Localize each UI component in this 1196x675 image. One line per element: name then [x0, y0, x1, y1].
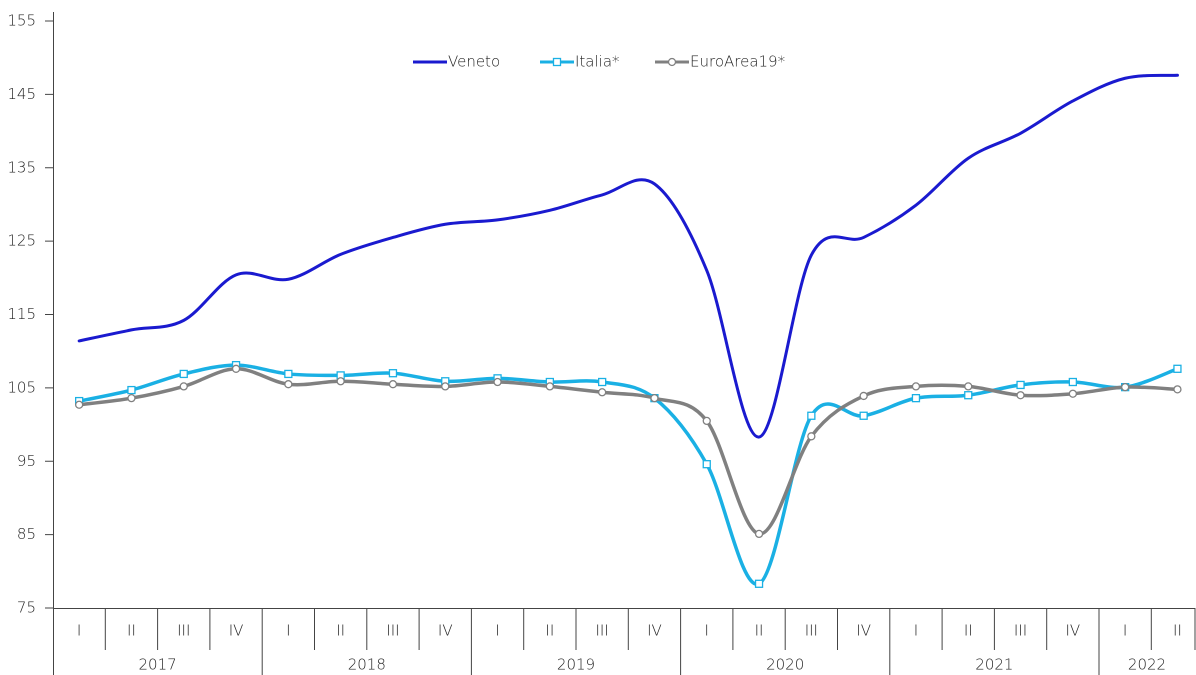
x-tick-label: II	[127, 622, 136, 640]
y-tick-label: 155	[7, 12, 36, 30]
marker	[1173, 364, 1182, 373]
y-tick-label: 135	[7, 158, 36, 176]
x-tick-label: II	[336, 622, 345, 640]
x-tick-label: III	[386, 622, 399, 640]
y-tick-label: 85	[17, 525, 36, 543]
marker	[1068, 377, 1077, 387]
year-label: 2018	[348, 656, 386, 674]
marker	[441, 382, 450, 391]
marker	[754, 579, 764, 588]
marker	[75, 400, 84, 409]
x-tick-label: I	[914, 622, 918, 640]
marker	[493, 377, 502, 387]
x-tick-label: IV	[856, 622, 871, 640]
x-tick-label: II	[545, 622, 554, 640]
legend-marker	[667, 57, 677, 67]
marker	[231, 364, 241, 373]
legend-label: EuroArea19*	[690, 53, 785, 71]
legend-label: Veneto	[448, 53, 500, 71]
legend-marker	[552, 57, 562, 67]
y-tick-label: 115	[7, 305, 36, 323]
marker	[179, 369, 188, 379]
x-tick-label: IV	[1066, 622, 1081, 640]
series-line	[77, 367, 1180, 536]
marker	[388, 369, 398, 378]
x-tick-label: III	[805, 622, 818, 640]
marker	[702, 416, 711, 426]
marker	[284, 380, 293, 389]
marker	[911, 393, 921, 403]
series-line	[77, 73, 1179, 439]
y-tick-label: 125	[7, 232, 36, 250]
x-tick-label: I	[705, 622, 709, 640]
x-tick-label: I	[495, 622, 499, 640]
marker	[859, 391, 868, 401]
x-tick-label: III	[596, 622, 609, 640]
x-tick-label: II	[755, 622, 764, 640]
year-label: 2020	[766, 656, 804, 674]
x-tick-label: III	[1014, 622, 1027, 640]
marker	[284, 369, 293, 379]
marker	[545, 382, 554, 391]
marker	[807, 432, 816, 441]
x-tick-label: IV	[229, 622, 244, 640]
marker	[1121, 382, 1130, 392]
y-tick-label: 145	[7, 85, 36, 103]
x-tick-label: I	[77, 622, 81, 640]
year-label: 2022	[1128, 656, 1166, 674]
x-tick-label: III	[177, 622, 190, 640]
marker	[807, 411, 816, 420]
marker	[859, 411, 868, 420]
marker	[127, 393, 136, 403]
x-tick-label: I	[286, 622, 290, 640]
marker	[754, 529, 764, 539]
x-tick-label: IV	[438, 622, 453, 640]
marker	[1173, 385, 1182, 394]
marker	[598, 388, 607, 397]
marker	[650, 393, 659, 403]
series-line	[77, 363, 1180, 586]
marker	[388, 380, 398, 389]
x-tick-label: I	[1123, 622, 1127, 640]
y-tick-label: 95	[17, 452, 36, 470]
marker	[1068, 389, 1077, 398]
marker	[911, 382, 921, 391]
marker	[179, 382, 188, 391]
year-label: 2017	[139, 656, 177, 674]
legend-label: Italia*	[575, 53, 620, 71]
marker	[1016, 391, 1025, 400]
x-tick-label: II	[1173, 622, 1182, 640]
marker	[702, 460, 711, 469]
marker	[964, 382, 973, 391]
y-tick-label: 75	[17, 599, 36, 617]
marker	[1016, 380, 1025, 390]
x-tick-label: IV	[647, 622, 662, 640]
marker	[127, 385, 136, 395]
marker	[598, 377, 607, 387]
x-tick-label: II	[964, 622, 973, 640]
marker	[964, 391, 973, 400]
y-tick-label: 105	[7, 378, 36, 396]
year-label: 2021	[975, 656, 1013, 674]
year-label: 2019	[557, 656, 595, 674]
marker	[336, 377, 345, 386]
